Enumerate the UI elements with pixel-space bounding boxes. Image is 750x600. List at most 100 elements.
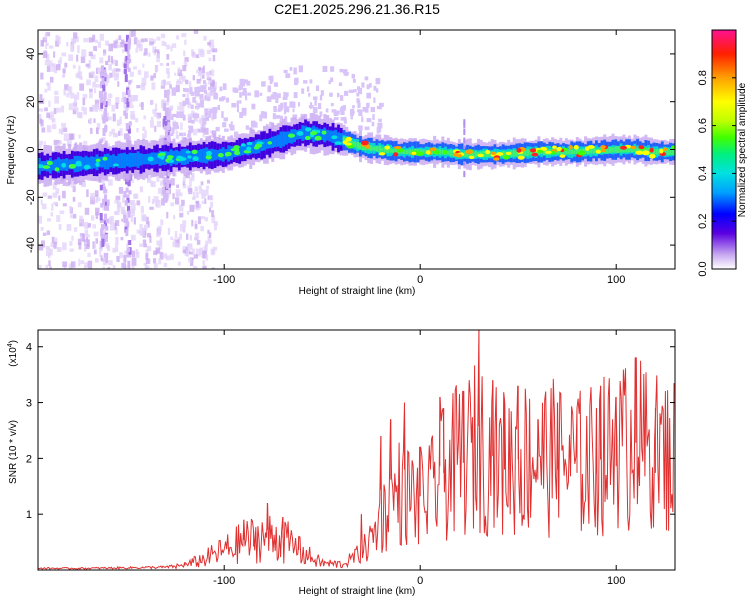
spectrogram-band-core bbox=[422, 149, 426, 155]
spectrogram-noise bbox=[339, 68, 343, 73]
spectrogram-band-core bbox=[378, 145, 382, 153]
spectrogram-noise bbox=[171, 43, 177, 48]
spectrogram-noise bbox=[161, 99, 165, 106]
spectrogram-noise bbox=[159, 252, 164, 260]
spectrogram-band-inner bbox=[282, 131, 286, 147]
spectrogram-streak bbox=[99, 184, 103, 191]
spectrogram-noise bbox=[230, 121, 233, 126]
spectrogram-noise bbox=[366, 104, 369, 109]
spectrogram-noise bbox=[101, 137, 106, 142]
spectrogram-noise bbox=[90, 215, 95, 221]
snr-x-tick-label: 0 bbox=[417, 575, 423, 587]
spectrogram-noise bbox=[72, 108, 76, 115]
spectrogram-noise bbox=[315, 85, 320, 92]
colorbar: 0.0 0.2 0.4 0.6 0.8 Normalized spectral ampl… bbox=[697, 29, 748, 277]
spectrogram-noise bbox=[202, 118, 207, 125]
spectrogram-noise bbox=[69, 205, 72, 213]
spectrogram-noise bbox=[339, 95, 344, 101]
spectrogram-noise bbox=[187, 130, 192, 137]
spectrogram-noise bbox=[114, 200, 119, 204]
spectrogram-noise bbox=[84, 207, 90, 215]
spectrogram-hotspot bbox=[485, 149, 491, 155]
spectrogram-noise bbox=[113, 222, 117, 230]
spectrogram-noise bbox=[44, 60, 49, 66]
spectrogram-noise bbox=[182, 87, 186, 92]
spectrogram-noise bbox=[86, 189, 89, 198]
spectrogram-streak bbox=[463, 128, 466, 133]
spectrogram-noise bbox=[70, 178, 74, 185]
snr-frame bbox=[37, 329, 676, 571]
spectrogram-noise bbox=[204, 108, 209, 112]
spectrogram-noise bbox=[88, 60, 92, 69]
spectrogram-streak bbox=[103, 91, 107, 100]
spectrogram-noise bbox=[245, 93, 248, 101]
spectrogram-hotspot bbox=[649, 153, 656, 159]
spectrogram-noise bbox=[115, 236, 119, 245]
spectrogram-noise bbox=[87, 252, 91, 258]
spectrogram-band-core bbox=[402, 149, 406, 155]
spectrogram-hotspot bbox=[378, 152, 386, 156]
spectrogram-noise bbox=[71, 235, 74, 241]
spectrogram-noise bbox=[146, 233, 151, 238]
spectrogram-noise bbox=[212, 48, 218, 53]
spectrogram-band-inner bbox=[276, 134, 280, 147]
spectrogram-streak bbox=[99, 212, 103, 221]
spectrogram-noise bbox=[201, 115, 206, 121]
spectrogram-band-core bbox=[633, 147, 637, 152]
spectrogram-noise bbox=[61, 122, 67, 128]
spectrogram-noise bbox=[133, 95, 137, 101]
spectrogram-noise bbox=[179, 113, 185, 119]
spectrogram-noise bbox=[200, 127, 205, 133]
spectrogram-streak bbox=[103, 200, 107, 206]
spectrogram-noise bbox=[202, 80, 206, 85]
spectrogram-noise bbox=[289, 101, 294, 108]
spectrogram-noise bbox=[373, 85, 377, 91]
spectrogram-noise bbox=[189, 125, 194, 133]
spectrogram-noise bbox=[205, 114, 210, 121]
spectrogram-noise bbox=[44, 107, 48, 112]
spectrogram-noise bbox=[111, 128, 115, 135]
spectrogram-noise bbox=[69, 241, 73, 246]
spectrogram-noise bbox=[378, 127, 382, 133]
spectrogram-noise bbox=[343, 90, 349, 96]
spectrogram-noise bbox=[107, 260, 113, 266]
spectrogram-band-inner bbox=[142, 154, 146, 165]
spectrogram-noise bbox=[48, 60, 53, 67]
spectrogram-hotspot bbox=[425, 150, 431, 155]
spectrogram-noise bbox=[144, 48, 148, 56]
spectrogram-noise bbox=[116, 119, 121, 126]
spectrogram-noise bbox=[207, 235, 211, 241]
spectrogram-noise bbox=[219, 86, 223, 92]
spectrogram-band-core bbox=[641, 148, 645, 153]
spectrogram-noise bbox=[107, 76, 110, 83]
spectrogram-noise bbox=[183, 132, 186, 137]
spectrogram-noise bbox=[74, 94, 77, 102]
spectrogram-noise bbox=[78, 134, 81, 139]
spectrogram-noise bbox=[51, 118, 56, 123]
spectrogram-noise bbox=[186, 233, 189, 240]
spectrogram-noise bbox=[209, 109, 214, 114]
spectrogram-noise bbox=[69, 248, 74, 252]
spectrogram-streak bbox=[126, 221, 130, 228]
spectrogram-noise bbox=[62, 68, 66, 74]
spectrogram-noise bbox=[82, 223, 86, 227]
spectrogram-noise bbox=[187, 243, 193, 251]
spectrogram-noise bbox=[203, 35, 207, 41]
spectrogram-streak bbox=[167, 130, 171, 136]
spectrogram-noise bbox=[112, 264, 116, 269]
spectrogram-noise bbox=[84, 247, 87, 252]
spectrogram-noise bbox=[215, 126, 220, 132]
spectrogram-streak bbox=[463, 119, 466, 124]
spectrogram-noise bbox=[40, 119, 44, 127]
spectrogram-band-core bbox=[515, 150, 519, 157]
spectrogram-noise bbox=[342, 69, 348, 74]
spectrogram-noise bbox=[117, 44, 122, 48]
spectrogram-noise bbox=[76, 92, 80, 100]
spectrogram-noise bbox=[205, 243, 208, 251]
spectrogram-hotspot bbox=[54, 167, 60, 172]
spectrogram-hotspot bbox=[443, 149, 448, 155]
spectrogram-band-inner bbox=[241, 145, 245, 156]
spectrogram-noise bbox=[126, 243, 129, 252]
spectrogram-band-core bbox=[408, 149, 412, 155]
spectrogram-noise bbox=[160, 85, 166, 89]
